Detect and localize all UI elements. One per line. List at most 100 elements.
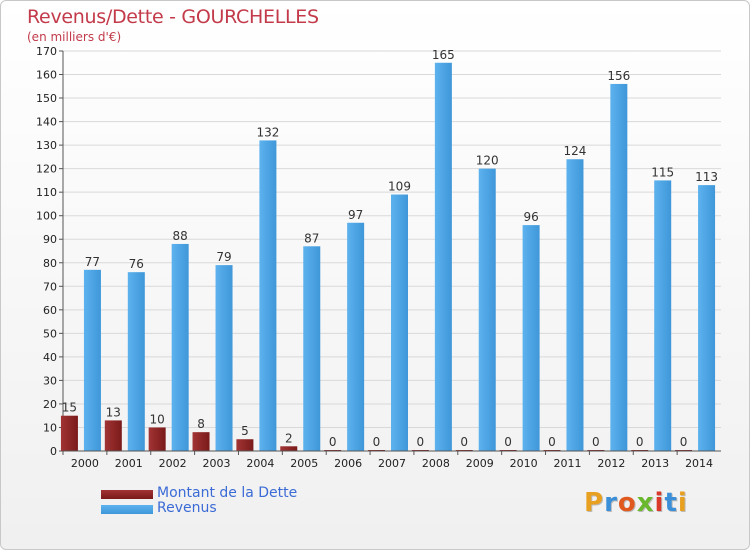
- x-tick-label: 2006: [334, 457, 362, 470]
- data-label-revenus: 88: [173, 229, 188, 243]
- y-tick-label: 100: [36, 210, 57, 223]
- legend-label-dette: Montant de la Dette: [157, 485, 298, 501]
- data-label-revenus: 165: [432, 48, 455, 62]
- bar-dette: [60, 415, 78, 451]
- x-tick-label: 2004: [246, 457, 274, 470]
- data-label-dette: 0: [329, 435, 337, 449]
- data-label-dette: 0: [636, 435, 644, 449]
- bar-revenus: [259, 140, 277, 452]
- bar-dette: [280, 446, 298, 451]
- data-label-revenus: 76: [129, 257, 144, 271]
- data-label-revenus: 113: [695, 170, 718, 184]
- legend-label-revenus: Revenus: [157, 500, 217, 516]
- bar-revenus: [610, 83, 628, 452]
- y-tick-label: 130: [36, 139, 57, 152]
- x-tick-label: 2010: [510, 457, 538, 470]
- legend-swatch-dette: [101, 490, 153, 499]
- data-label-revenus: 109: [388, 180, 411, 194]
- data-label-dette: 0: [592, 435, 600, 449]
- data-label-revenus: 156: [607, 69, 630, 83]
- y-tick-label: 30: [43, 374, 57, 387]
- y-tick-label: 10: [43, 421, 57, 434]
- data-label-revenus: 115: [651, 165, 674, 179]
- data-label-dette: 0: [504, 435, 512, 449]
- y-tick-label: 50: [43, 327, 57, 340]
- data-label-dette: 13: [106, 405, 121, 419]
- chart-title: Revenus/Dette - GOURCHELLES: [27, 6, 319, 28]
- data-label-dette: 0: [373, 435, 381, 449]
- bar-dette: [236, 439, 254, 451]
- y-tick-label: 70: [43, 280, 57, 293]
- data-label-revenus: 87: [304, 231, 319, 245]
- proxiti-logo: Proxiti: [584, 488, 688, 518]
- data-label-dette: 0: [417, 435, 425, 449]
- x-tick-label: 2003: [203, 457, 231, 470]
- x-tick-label: 2001: [115, 457, 143, 470]
- logo-letter: x: [636, 488, 655, 518]
- data-label-dette: 5: [241, 424, 249, 438]
- y-tick-label: 40: [43, 351, 57, 364]
- x-tick-label: 2000: [71, 457, 99, 470]
- x-tick-label: 2005: [290, 457, 318, 470]
- y-tick-label: 110: [36, 186, 57, 199]
- bar-revenus: [522, 225, 540, 451]
- bars: [60, 62, 716, 452]
- logo-letter: i: [654, 488, 665, 518]
- y-tick-label: 120: [36, 163, 57, 176]
- logo-letter: r: [604, 488, 618, 518]
- logo-letter: i: [677, 488, 688, 518]
- legend-swatch-revenus: [101, 505, 153, 514]
- bar-revenus: [698, 185, 716, 451]
- y-tick-label: 0: [50, 445, 57, 458]
- y-tick-label: 160: [36, 69, 57, 82]
- data-label-dette: 0: [548, 435, 556, 449]
- data-label-revenus: 120: [476, 154, 499, 168]
- bar-revenus: [83, 269, 101, 451]
- x-tick-label: 2012: [597, 457, 625, 470]
- data-label-revenus: 97: [348, 208, 363, 222]
- data-label-revenus: 124: [564, 144, 587, 158]
- x-tick-label: 2011: [553, 457, 581, 470]
- data-label-revenus: 77: [85, 255, 100, 269]
- x-tick-label: 2002: [159, 457, 187, 470]
- y-axis: 0 10 20 30 40 50 60 70 80 90 100 110 120 130 140 150 160…: [36, 45, 64, 458]
- bar-revenus: [654, 180, 672, 452]
- logo-letter: t: [664, 488, 678, 518]
- bar-revenus: [303, 246, 321, 451]
- x-tick-label: 2008: [422, 457, 450, 470]
- x-axis: 2000 2001 2002 2003 2004 2005 2006 2007 2008 2009…: [62, 450, 721, 470]
- data-label-dette: 10: [150, 412, 165, 426]
- data-label-dette: 8: [197, 417, 205, 431]
- y-tick-label: 60: [43, 304, 57, 317]
- data-label-revenus: 132: [256, 125, 279, 139]
- data-label-dette: 2: [285, 431, 293, 445]
- data-labels: 1577137610888795132287097010901650120096…: [62, 48, 718, 449]
- data-label-dette: 0: [680, 435, 688, 449]
- x-tick-label: 2009: [466, 457, 494, 470]
- logo-letter: o: [617, 488, 637, 518]
- bar-revenus: [127, 272, 145, 451]
- data-label-dette: 15: [62, 401, 77, 415]
- bar-revenus: [478, 168, 496, 451]
- data-label-revenus: 79: [216, 250, 231, 264]
- x-tick-label: 2014: [685, 457, 713, 470]
- bar-revenus: [391, 194, 408, 451]
- x-tick-label: 2007: [378, 457, 406, 470]
- bar-revenus: [434, 62, 452, 451]
- chart-subtitle: (en milliers d'€): [27, 30, 122, 44]
- data-label-revenus: 96: [523, 210, 538, 224]
- bar-revenus: [215, 265, 233, 451]
- bar-dette: [192, 432, 210, 451]
- y-tick-label: 80: [43, 257, 57, 270]
- y-tick-label: 170: [36, 45, 57, 58]
- logo-letter: P: [584, 488, 605, 518]
- x-tick-label: 2013: [641, 457, 669, 470]
- y-tick-label: 140: [36, 116, 57, 129]
- bar-revenus: [566, 159, 584, 451]
- bar-revenus: [347, 222, 365, 451]
- y-tick-label: 150: [36, 92, 57, 105]
- data-label-dette: 0: [460, 435, 468, 449]
- y-tick-label: 90: [43, 233, 57, 246]
